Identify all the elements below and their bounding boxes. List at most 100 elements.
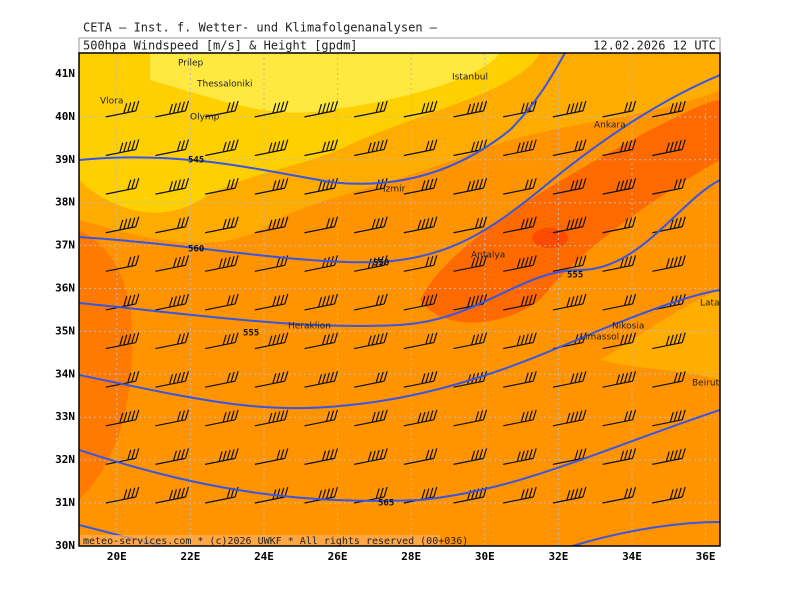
lon-label: 30E (475, 550, 495, 563)
lat-label: 31N (55, 496, 75, 509)
wind-barb (503, 409, 537, 427)
lon-label: 36E (696, 550, 716, 563)
wind-barb (453, 255, 488, 272)
contour-label: 550 (373, 259, 389, 269)
lon-label: 26E (328, 550, 348, 563)
wind-barb (205, 370, 239, 388)
wind-barb (254, 216, 289, 234)
wind-barb (205, 216, 239, 234)
wind-barb (254, 409, 289, 427)
place-label: Istanbul (452, 73, 488, 83)
wind-barb (105, 448, 140, 465)
wind-barb (205, 139, 239, 157)
contour-label: 555 (567, 271, 583, 281)
field-zone (79, 230, 133, 500)
wind-barb (304, 448, 339, 465)
wind-barb (155, 139, 190, 157)
wind-barb (354, 100, 388, 118)
wind-barb (304, 370, 339, 388)
wind-barb (453, 100, 488, 118)
wind-barb (304, 216, 339, 234)
place-label: Olymp (190, 113, 220, 123)
wind-barb (354, 370, 388, 388)
wind-barb (254, 255, 289, 272)
wind-barb (552, 486, 587, 504)
contour-label: 555 (243, 329, 259, 339)
wind-barb (503, 448, 537, 465)
lat-label: 30N (55, 539, 75, 552)
lon-label: 28E (401, 550, 421, 563)
wind-barb (602, 448, 637, 465)
wind-barb (304, 139, 339, 157)
lat-label: 35N (55, 324, 75, 337)
wind-barb (105, 486, 140, 504)
wind-barb (304, 409, 339, 427)
wind-barb (453, 293, 488, 311)
wind-barb (105, 409, 140, 427)
wind-barb (652, 448, 686, 465)
wind-barb (503, 332, 537, 350)
lat-label: 41N (55, 67, 75, 80)
wind-barb (652, 216, 686, 234)
wind-barb (652, 370, 686, 388)
wind-barb (105, 139, 140, 157)
wind-barb (602, 409, 637, 427)
wind-barb (403, 370, 438, 388)
wind-barb (304, 293, 339, 311)
wind-barb (254, 177, 289, 195)
field-zone (532, 228, 568, 248)
wind-barb (205, 177, 239, 195)
wind-barb (503, 216, 537, 234)
place-label: Izmir (383, 185, 406, 195)
map-area: Prilep Thessaloniki Vlora Olymp Istanbul Anka… (79, 53, 720, 547)
map-datetime: 12.02.2026 12 UTC (593, 39, 716, 53)
wind-barb (552, 409, 587, 427)
wind-barb (403, 177, 438, 195)
wind-barb (403, 332, 438, 350)
wind-barb (453, 448, 488, 465)
wind-barb (503, 139, 537, 157)
place-label: Beirut (692, 379, 720, 389)
wind-barb (453, 177, 488, 195)
footer: meteo-services.com * (c)2026 UWKF * All … (83, 536, 468, 547)
wind-barb (453, 486, 488, 504)
wind-barb (403, 448, 438, 465)
wind-barb (552, 448, 587, 465)
wind-barb (205, 448, 239, 465)
wind-barb (105, 177, 140, 195)
wind-barb (354, 448, 388, 465)
wind-barb (254, 293, 289, 311)
wind-barb (652, 139, 686, 157)
lat-label: 32N (55, 453, 75, 466)
wind-barb (602, 100, 637, 118)
lat-label: 38N (55, 196, 75, 209)
wind-barb (254, 100, 289, 118)
wind-barb (205, 293, 239, 311)
wind-barb (453, 139, 488, 157)
field-zone (150, 53, 500, 113)
wind-barb (105, 332, 140, 350)
wind-barb (304, 332, 339, 350)
lon-label: 22E (180, 550, 200, 563)
lon-label: 32E (548, 550, 568, 563)
wind-barb (602, 139, 637, 157)
wind-barb (155, 216, 190, 234)
wind-barb (403, 139, 438, 157)
wind-barb (403, 100, 438, 118)
wind-barb (304, 100, 339, 118)
wind-barb (552, 255, 587, 272)
place-label: Vlora (100, 97, 123, 107)
contour-label: 565 (378, 499, 394, 509)
wind-barb (205, 255, 239, 272)
map-frame (78, 52, 721, 547)
place-label: Heraklion (288, 322, 331, 332)
wind-barb (602, 332, 637, 350)
wind-barb (105, 100, 140, 118)
wind-barb (254, 139, 289, 157)
wind-barb (155, 255, 190, 272)
wind-barb (602, 293, 637, 311)
wind-barb (652, 332, 686, 350)
wind-barb (205, 332, 239, 350)
wind-barb (254, 486, 289, 504)
